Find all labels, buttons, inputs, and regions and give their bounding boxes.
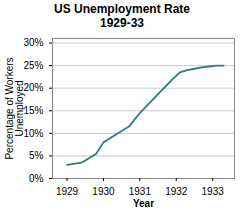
svg-text:1929: 1929 [56,186,79,197]
svg-text:10%: 10% [23,128,43,139]
html-text:US Unemployment Rate 1929-33: US Unemployment Rate 1929-33 [54,2,190,30]
svg-text:1931: 1931 [129,186,152,197]
svg-text:20%: 20% [23,82,43,93]
svg-text:30%: 30% [23,37,43,48]
svg-text:25%: 25% [23,60,43,71]
svg-text:1930: 1930 [92,186,115,197]
svg-text:1932: 1932 [165,186,188,197]
svg-text:1933: 1933 [202,186,225,197]
svg-text:5%: 5% [29,150,44,161]
svg-text:0%: 0% [29,173,44,184]
svg-text:Percentage of WorkersUnemploye: Percentage of WorkersUnemployed [4,57,25,159]
svg-text:Year: Year [133,198,154,209]
svg-text:15%: 15% [23,105,43,116]
